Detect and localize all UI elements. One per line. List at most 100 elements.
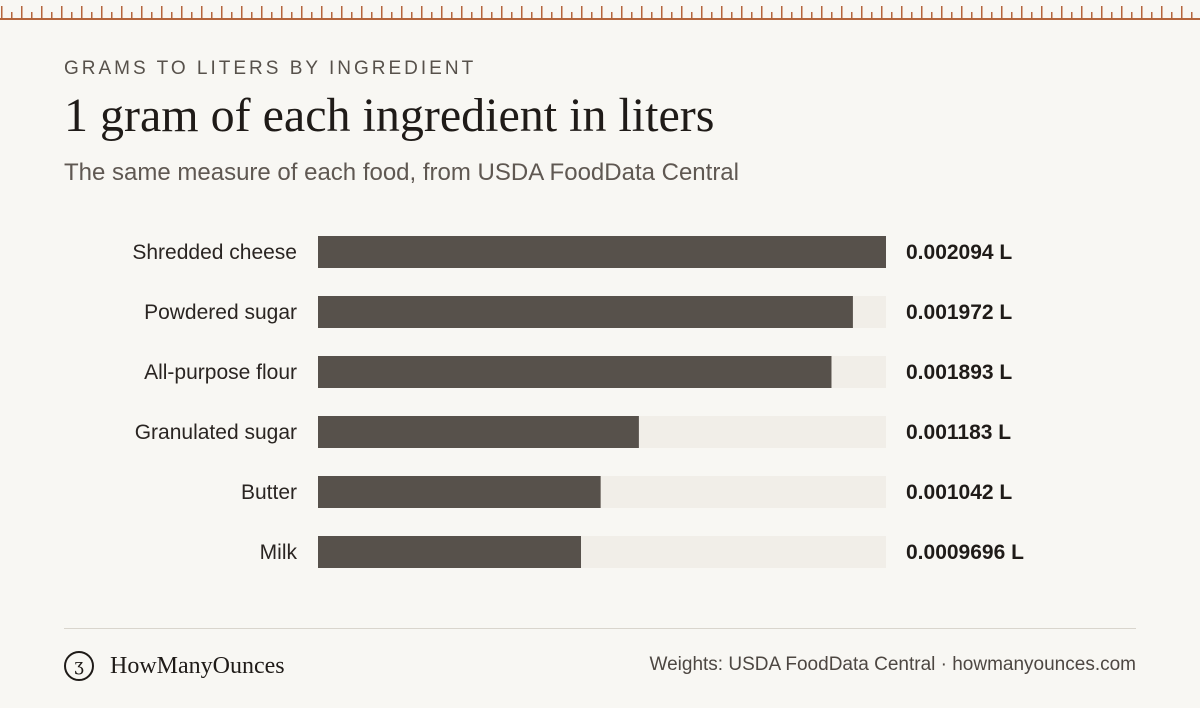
bar — [318, 296, 853, 328]
ruler-tick — [31, 12, 33, 18]
ruler-tick — [721, 6, 723, 18]
ruler-tick — [151, 12, 153, 18]
category-label: Shredded cheese — [132, 241, 297, 264]
ruler-tick — [1081, 6, 1083, 18]
ruler-tick — [311, 12, 313, 18]
ruler-tick — [511, 12, 513, 18]
bar — [318, 356, 832, 388]
ruler-tick — [921, 6, 923, 18]
category-label: Milk — [260, 541, 298, 564]
ruler-tick — [341, 6, 343, 18]
bar — [318, 416, 639, 448]
ruler-tick — [301, 6, 303, 18]
ruler-tick — [1, 6, 3, 18]
ruler-tick — [1181, 6, 1183, 18]
value-label: 0.001042 L — [906, 481, 1012, 504]
ruler-tick — [351, 12, 353, 18]
ruler-tick — [111, 12, 113, 18]
ruler-tick — [201, 6, 203, 18]
ruler-tick — [1141, 6, 1143, 18]
category-label: Butter — [241, 481, 297, 504]
bar-row: Powdered sugar 0.001972 L — [144, 296, 1012, 328]
ruler-tick — [251, 12, 253, 18]
bar — [318, 536, 582, 568]
ruler-tick — [1121, 6, 1123, 18]
ruler-tick — [501, 6, 503, 18]
ruler-tick — [831, 12, 833, 18]
ruler-tick — [101, 6, 103, 18]
ruler-tick — [291, 12, 293, 18]
ruler-tick — [901, 6, 903, 18]
ruler-tick — [1131, 12, 1133, 18]
ruler-tick — [941, 6, 943, 18]
ruler-decoration — [0, 6, 1200, 20]
ruler-tick — [271, 12, 273, 18]
bar — [318, 476, 601, 508]
ruler-tick — [491, 12, 493, 18]
ruler-tick — [631, 12, 633, 18]
ruler-tick — [911, 12, 913, 18]
ruler-tick — [741, 6, 743, 18]
ruler-tick — [361, 6, 363, 18]
ruler-tick — [51, 12, 53, 18]
category-label: Powdered sugar — [144, 301, 297, 324]
ruler-tick — [191, 12, 193, 18]
category-label: All-purpose flour — [144, 361, 297, 384]
ruler-tick — [961, 6, 963, 18]
ruler-tick — [61, 6, 63, 18]
ruler-tick — [401, 6, 403, 18]
ruler-tick — [981, 6, 983, 18]
ruler-tick — [411, 12, 413, 18]
ruler-tick — [671, 12, 673, 18]
ruler-tick — [1191, 12, 1193, 18]
ruler-tick — [461, 6, 463, 18]
ruler-tick — [651, 12, 653, 18]
ruler-tick — [141, 6, 143, 18]
ruler-tick — [221, 6, 223, 18]
ruler-tick — [451, 12, 453, 18]
chart-eyebrow: GRAMS TO LITERS BY INGREDIENT — [64, 58, 477, 79]
ruler-tick — [601, 6, 603, 18]
ruler-tick — [1041, 6, 1043, 18]
ruler-tick — [121, 6, 123, 18]
ruler-tick — [1061, 6, 1063, 18]
ruler-tick — [1151, 12, 1153, 18]
bar-row: All-purpose flour 0.001893 L — [144, 356, 1012, 388]
ruler-tick — [621, 6, 623, 18]
ruler-tick — [771, 12, 773, 18]
ruler-tick — [951, 12, 953, 18]
ruler-tick — [611, 12, 613, 18]
ruler-tick — [841, 6, 843, 18]
bar-row: Milk 0.0009696 L — [260, 536, 1024, 568]
ruler-tick — [1001, 6, 1003, 18]
category-label: Granulated sugar — [135, 421, 297, 444]
ruler-tick — [231, 12, 233, 18]
ruler-tick — [171, 12, 173, 18]
ruler-tick — [541, 6, 543, 18]
ruler-tick — [761, 6, 763, 18]
ruler-tick — [421, 6, 423, 18]
ruler-tick — [1021, 6, 1023, 18]
ruler-tick — [371, 12, 373, 18]
value-label: 0.001893 L — [906, 361, 1012, 384]
ruler-tick — [791, 12, 793, 18]
ruler-tick — [551, 12, 553, 18]
ruler-tick — [11, 12, 13, 18]
ruler-tick — [241, 6, 243, 18]
ruler-tick — [161, 6, 163, 18]
ruler-baseline — [0, 18, 1200, 20]
ruler-tick — [481, 6, 483, 18]
bar-row: Shredded cheese 0.002094 L — [132, 236, 1012, 268]
ruler-tick — [531, 12, 533, 18]
ruler-tick — [471, 12, 473, 18]
ruler-tick — [581, 6, 583, 18]
ruler-tick — [91, 12, 93, 18]
ruler-tick — [1101, 6, 1103, 18]
ruler-tick — [381, 6, 383, 18]
brand: ʒ HowManyOunces — [64, 648, 285, 684]
bar-chart: Shredded cheese 0.002094 L Powdered sugar 0… — [132, 236, 1024, 568]
ruler-tick — [21, 6, 23, 18]
value-label: 0.002094 L — [906, 241, 1012, 264]
ruler-tick — [681, 6, 683, 18]
ruler-tick — [971, 12, 973, 18]
